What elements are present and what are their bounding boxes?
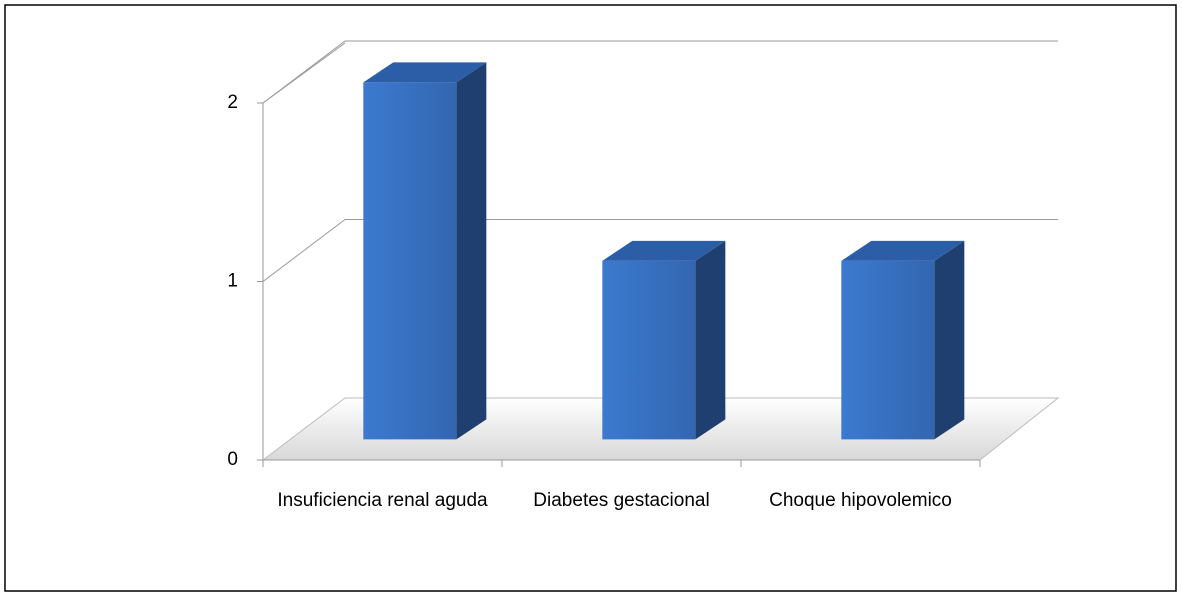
y-tick-label: 0 [227, 449, 238, 470]
grid-line [262, 219, 1058, 282]
y-tick-label: 2 [227, 92, 238, 113]
side-wall [262, 42, 346, 460]
bar-top [602, 240, 726, 261]
x-tick-label: Insuficiencia renal aguda [277, 490, 488, 511]
frame [4, 4, 1177, 592]
bar-front [363, 82, 457, 440]
bar [363, 62, 487, 440]
bar-side [695, 240, 726, 440]
grid-line [262, 40, 1058, 104]
bar-front [602, 260, 696, 440]
bar-top [363, 62, 487, 83]
bar-side [456, 62, 487, 440]
bar [602, 240, 726, 440]
bar-top [841, 240, 965, 261]
y-tick-label: 1 [227, 271, 238, 292]
bar-side [934, 240, 965, 440]
bar [841, 240, 965, 440]
x-tick-label: Choque hipovolemico [769, 490, 952, 511]
bar-front [841, 260, 935, 440]
x-tick-label: Diabetes gestacional [533, 490, 710, 511]
